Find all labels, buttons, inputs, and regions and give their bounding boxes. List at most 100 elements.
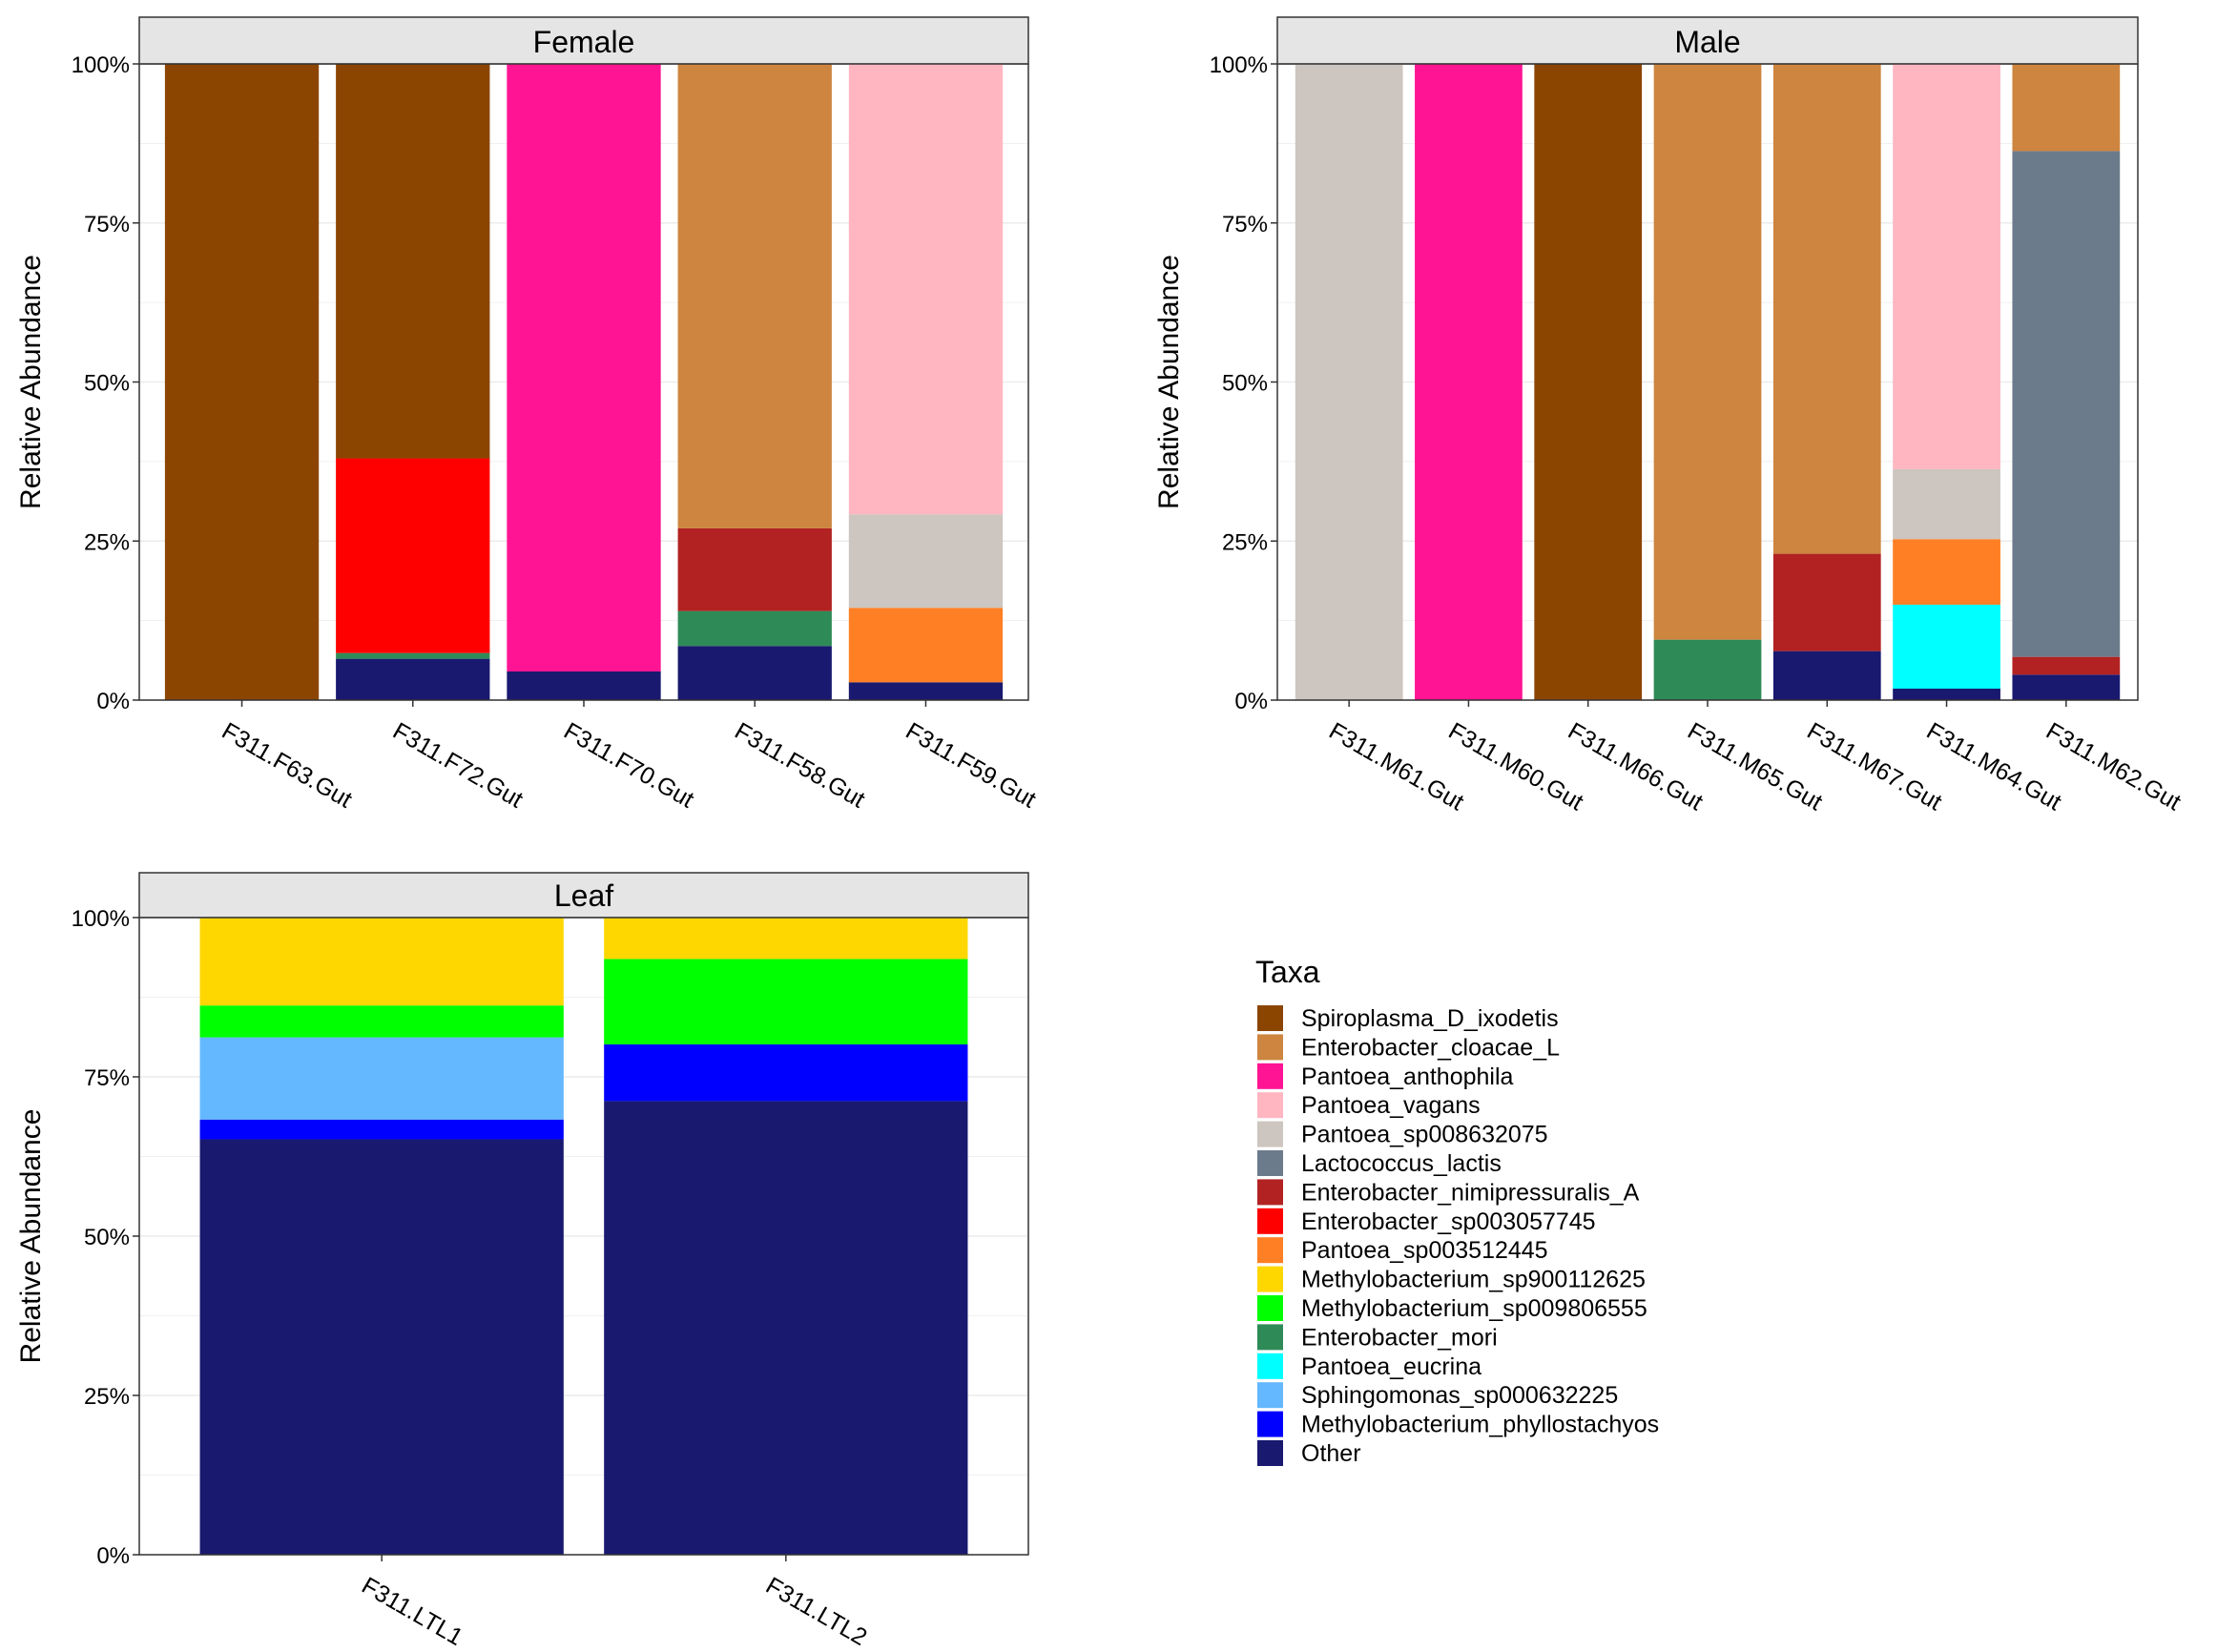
legend-swatch — [1257, 1295, 1283, 1321]
bar-segment-Sphingomonas_sp000632225 — [199, 1037, 564, 1120]
facet-title: Female — [533, 25, 635, 59]
legend-item: Enterobacter_nimipressuralis_A — [1257, 1179, 1640, 1206]
legend-swatch — [1257, 1324, 1283, 1351]
bar-segment-Enterobacter_nimipressuralis_A — [1772, 553, 1881, 651]
y-tick-label: 75% — [84, 1065, 130, 1091]
bar-segment-Spiroplasma_D_ixodetis — [1534, 64, 1643, 700]
x-tick-label: F311.F72.Gut — [388, 717, 528, 813]
x-tick-label: F311.M65.Gut — [1683, 717, 1827, 816]
bar-segment-Methylobacterium_phyllostachyos — [199, 1119, 564, 1140]
bar-segment-Enterobacter_sp003057745 — [336, 458, 490, 653]
x-tick-label: F311.F59.Gut — [901, 717, 1041, 813]
bar-segment-Methylobacterium_sp009806555 — [604, 959, 968, 1044]
legend-swatch — [1257, 1440, 1283, 1466]
bar-segment-Lactococcus_lactis — [2012, 151, 2121, 657]
bar-segment-Spiroplasma_D_ixodetis — [336, 64, 490, 459]
legend-item: Pantoea_anthophila — [1257, 1063, 1514, 1090]
y-tick-label: 0% — [1234, 689, 1268, 714]
legend-label: Pantoea_vagans — [1301, 1092, 1481, 1119]
legend-label: Enterobacter_sp003057745 — [1301, 1208, 1596, 1235]
bar-segment-Enterobacter_nimipressuralis_A — [677, 527, 832, 611]
bar-segment-Pantoea_sp008632075 — [1893, 468, 2000, 540]
bar-segment-Other — [2012, 674, 2121, 700]
y-tick-label: 25% — [1222, 529, 1268, 555]
y-tick-label: 100% — [72, 906, 130, 932]
x-tick-label: F311.M60.Gut — [1444, 717, 1588, 816]
bar-segment-Enterobacter_mori — [677, 610, 832, 647]
bar-F311.M62.Gut — [2012, 64, 2121, 700]
bar-F311.M60.Gut — [1415, 64, 1523, 700]
legend-item: Methylobacterium_phyllostachyos — [1257, 1411, 1659, 1438]
bar-F311.M64.Gut — [1893, 64, 2000, 700]
bar-segment-Other — [336, 658, 490, 700]
bar-segment-Enterobacter_mori — [1653, 639, 1762, 700]
legend-swatch — [1257, 1411, 1283, 1437]
bar-segment-Enterobacter_cloacae_L — [2012, 64, 2121, 152]
y-tick-label: 50% — [1222, 371, 1268, 397]
bar-segment-Other — [199, 1139, 564, 1555]
bar-segment-Spiroplasma_D_ixodetis — [164, 64, 320, 700]
x-tick-label: F311.M66.Gut — [1564, 717, 1708, 816]
x-tick-label: F311.M62.Gut — [2041, 717, 2186, 816]
x-tick-label: F311.F58.Gut — [730, 717, 869, 813]
legend-item: Pantoea_eucrina — [1257, 1353, 1481, 1380]
bar-segment-Pantoea_sp003512445 — [848, 608, 1004, 683]
legend-swatch — [1257, 1150, 1283, 1176]
bar-F311.M67.Gut — [1772, 64, 1881, 700]
bar-segment-Pantoea_sp003512445 — [1893, 539, 2000, 605]
legend-label: Pantoea_sp003512445 — [1301, 1237, 1548, 1264]
y-tick-label: 0% — [96, 689, 130, 714]
bar-F311.F72.Gut — [336, 64, 490, 700]
y-tick-label: 100% — [72, 52, 130, 78]
legend-label: Pantoea_sp008632075 — [1301, 1122, 1548, 1148]
legend-item: Methylobacterium_sp009806555 — [1257, 1295, 1647, 1322]
bar-segment-Pantoea_vagans — [1893, 64, 2000, 469]
bar-segment-Pantoea_anthophila — [507, 64, 661, 671]
bar-F311.F63.Gut — [164, 64, 320, 700]
bar-segment-Other — [604, 1101, 968, 1555]
legend-item: Enterobacter_cloacae_L — [1257, 1034, 1560, 1061]
legend-label: Lactococcus_lactis — [1301, 1150, 1502, 1177]
legend-item: Pantoea_sp003512445 — [1257, 1237, 1548, 1264]
facet-strip — [138, 872, 1029, 919]
y-tick-label: 75% — [1222, 212, 1268, 237]
bar-F311.LTL2 — [604, 918, 968, 1555]
bar-segment-Other — [507, 671, 661, 700]
legend-item: Enterobacter_mori — [1257, 1324, 1498, 1351]
y-tick-label: 0% — [96, 1543, 130, 1569]
legend-label: Methylobacterium_sp009806555 — [1301, 1295, 1647, 1322]
bar-segment-Other — [1772, 650, 1881, 700]
x-tick-label: F311.F70.Gut — [559, 717, 698, 813]
bar-segment-Methylobacterium_sp900112625 — [199, 918, 564, 1006]
legend: Taxa Spiroplasma_D_ixodetisEnterobacter_c… — [1255, 955, 1659, 1467]
y-tick-label: 25% — [84, 529, 130, 555]
legend-item: Spiroplasma_D_ixodetis — [1257, 1005, 1559, 1032]
bar-segment-Enterobacter_cloacae_L — [1653, 64, 1762, 640]
x-tick-label: F311.LTL2 — [761, 1572, 872, 1651]
bar-segment-Pantoea_vagans — [848, 64, 1004, 515]
facet-title: Male — [1674, 25, 1740, 59]
bar-F311.M66.Gut — [1534, 64, 1643, 700]
bar-segment-Other — [677, 646, 832, 700]
legend-swatch — [1257, 1092, 1283, 1119]
x-tick-label: F311.M61.Gut — [1324, 717, 1468, 816]
bar-segment-Pantoea_anthophila — [1415, 64, 1523, 700]
bar-F311.M65.Gut — [1653, 64, 1762, 700]
bar-segment-Methylobacterium_sp900112625 — [604, 918, 968, 960]
panel-female: Female F311.F63.Gut F311.F72.Gut F311.F70.G… — [15, 16, 1041, 814]
legend-swatch — [1257, 1382, 1283, 1409]
legend-label: Enterobacter_mori — [1301, 1324, 1498, 1351]
bar-F311.F59.Gut — [848, 64, 1004, 700]
y-axis-title: Relative Abundance — [15, 255, 47, 509]
legend-item: Lactococcus_lactis — [1257, 1150, 1502, 1177]
y-tick-label: 75% — [84, 212, 130, 237]
legend-swatch — [1257, 1063, 1283, 1089]
legend-label: Enterobacter_nimipressuralis_A — [1301, 1179, 1640, 1206]
bar-segment-Enterobacter_mori — [336, 652, 490, 659]
bar-segment-Enterobacter_cloacae_L — [1772, 64, 1881, 554]
bar-F311.F70.Gut — [507, 64, 661, 700]
legend-swatch — [1257, 1266, 1283, 1292]
legend-swatch — [1257, 1208, 1283, 1234]
legend-swatch — [1257, 1034, 1283, 1061]
